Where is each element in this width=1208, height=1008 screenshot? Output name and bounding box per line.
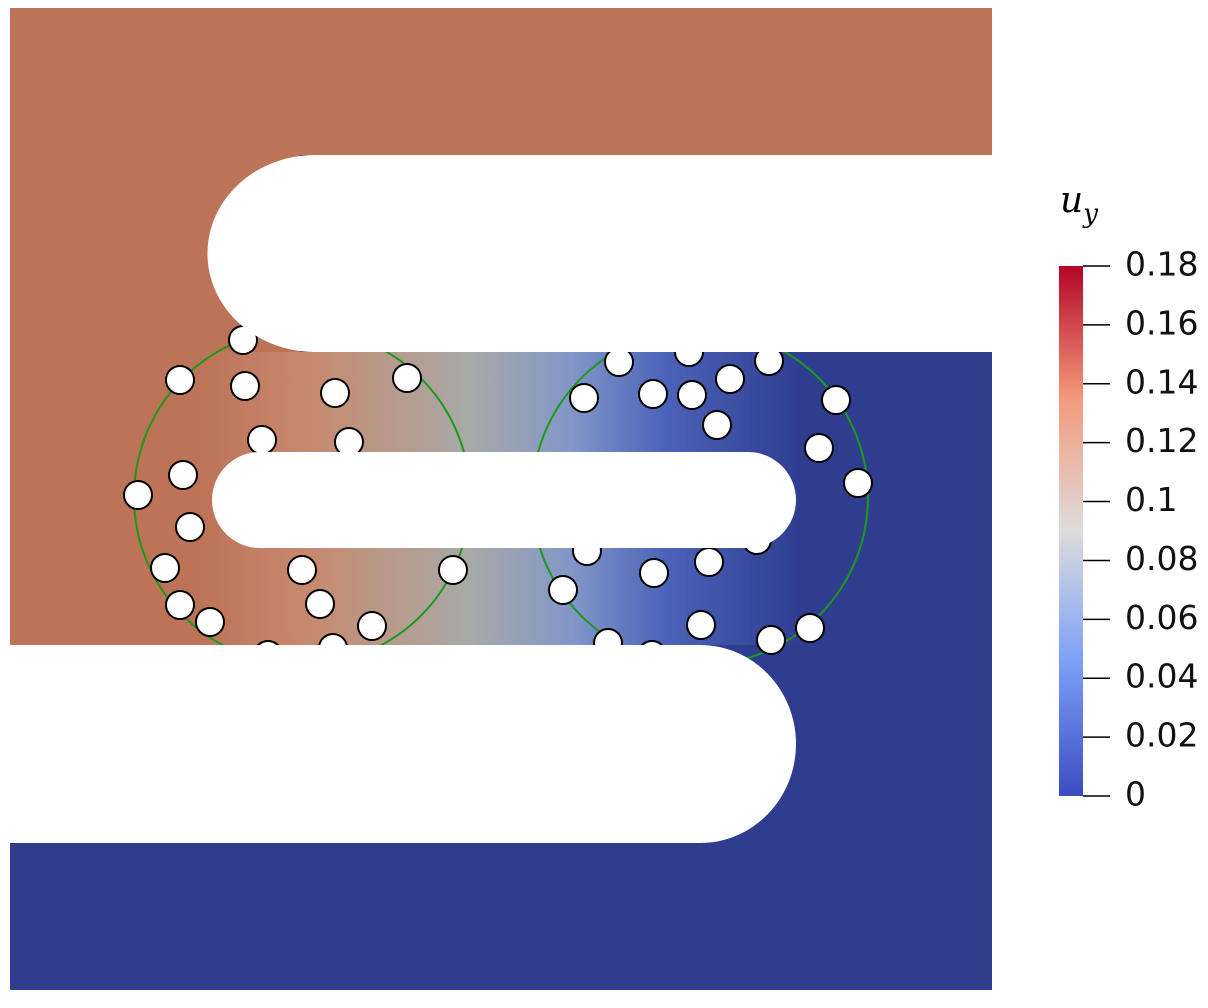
title-subscript: y [1082, 199, 1098, 229]
particle [320, 378, 350, 408]
domain [10, 8, 992, 990]
tick-label: 0.18 [1125, 245, 1198, 284]
tick-label: 0.16 [1125, 303, 1198, 342]
particle [604, 347, 634, 377]
particle [548, 575, 578, 605]
particle [756, 625, 786, 655]
particle [821, 385, 851, 415]
particle [569, 383, 599, 413]
particle [804, 433, 834, 463]
particle [247, 425, 277, 455]
particle [715, 364, 745, 394]
slot [212, 452, 796, 548]
colorbar: uy 0 0.02 0.04 0.06 0.08 0.1 0.12 0.14 0.16 0.18 [1059, 180, 1198, 814]
particle [165, 365, 195, 395]
particle [694, 547, 724, 577]
particle [195, 607, 225, 637]
tick-label: 0.12 [1125, 421, 1198, 460]
tick-label: 0.14 [1125, 362, 1198, 401]
particle [639, 558, 669, 588]
particle [230, 371, 260, 401]
particle [638, 379, 668, 409]
particle [287, 555, 317, 585]
title-main: u [1060, 180, 1083, 221]
tick-label: 0.02 [1125, 716, 1198, 755]
slot [10, 645, 796, 843]
particle [392, 363, 422, 393]
tick-label: 0.04 [1125, 657, 1198, 696]
particle [150, 553, 180, 583]
particle [795, 613, 825, 643]
particle [357, 611, 387, 641]
tick-label: 0 [1125, 775, 1146, 814]
particle [334, 427, 364, 457]
particle [123, 480, 153, 510]
particle [175, 512, 205, 542]
tick-label: 0.08 [1125, 539, 1198, 578]
particle [165, 590, 195, 620]
particle [168, 460, 198, 490]
colorbar-title: uy [1060, 180, 1098, 229]
slot [207, 155, 992, 352]
particle [702, 410, 732, 440]
particle [686, 610, 716, 640]
particle [305, 589, 335, 619]
particle [677, 380, 707, 410]
colorbar-gradient [1059, 266, 1083, 796]
particle [438, 555, 468, 585]
tick-label: 0.1 [1125, 480, 1177, 519]
tick-label: 0.06 [1125, 598, 1198, 637]
particle [843, 468, 873, 498]
